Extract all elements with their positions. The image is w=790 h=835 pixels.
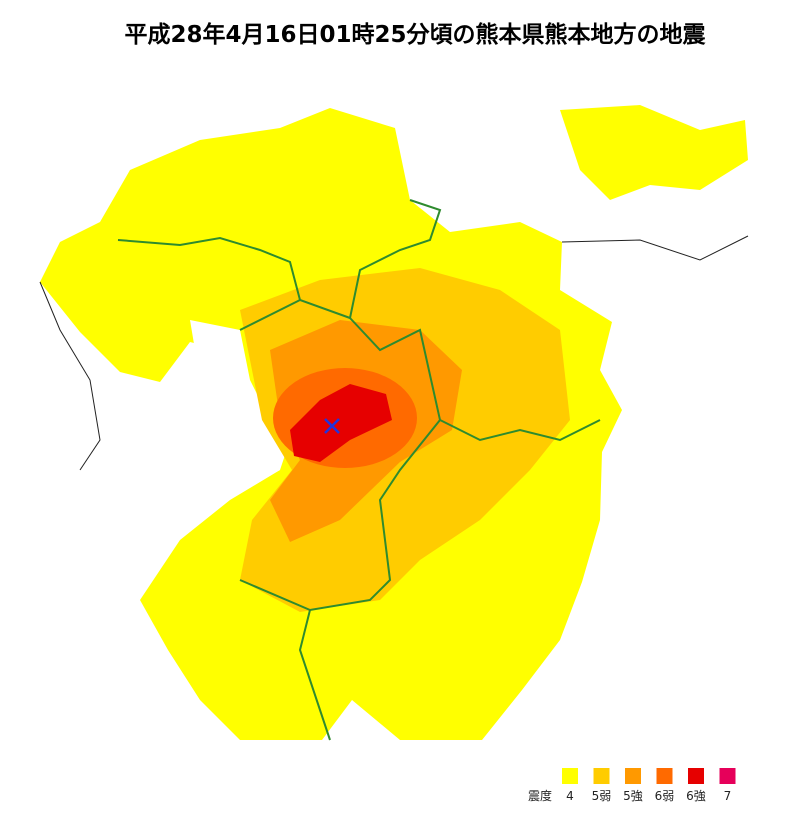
land <box>560 105 748 200</box>
legend-label: 7 <box>724 789 732 803</box>
legend-swatch <box>656 768 673 784</box>
intensity-zone <box>290 384 392 462</box>
prefecture-border <box>239 299 301 331</box>
map-area <box>39 105 749 741</box>
legend-swatch <box>688 768 704 784</box>
map-title: 平成28年4月16日01時25分頃の熊本県熊本地方の地震 <box>124 21 706 48</box>
coastline <box>561 235 749 261</box>
legend-swatch <box>625 768 641 784</box>
legend-swatch <box>562 768 578 784</box>
legend-swatch <box>719 768 736 784</box>
sea <box>190 320 290 490</box>
legend-title: 震度 <box>528 789 552 803</box>
legend-swatch <box>593 768 610 784</box>
legend-label: 6強 <box>686 789 706 803</box>
legend-label: 5強 <box>623 789 643 803</box>
legend-label: 6弱 <box>655 789 675 803</box>
legend: 震度 4 5弱 5強 6弱 6強 7 <box>528 768 736 803</box>
coastline <box>39 281 101 471</box>
legend-label: 5弱 <box>592 789 612 803</box>
legend-label: 4 <box>566 789 574 803</box>
epicenter <box>324 418 340 434</box>
prefecture-border <box>117 199 442 320</box>
prefecture-border <box>298 609 331 741</box>
prefecture-border <box>349 317 601 442</box>
